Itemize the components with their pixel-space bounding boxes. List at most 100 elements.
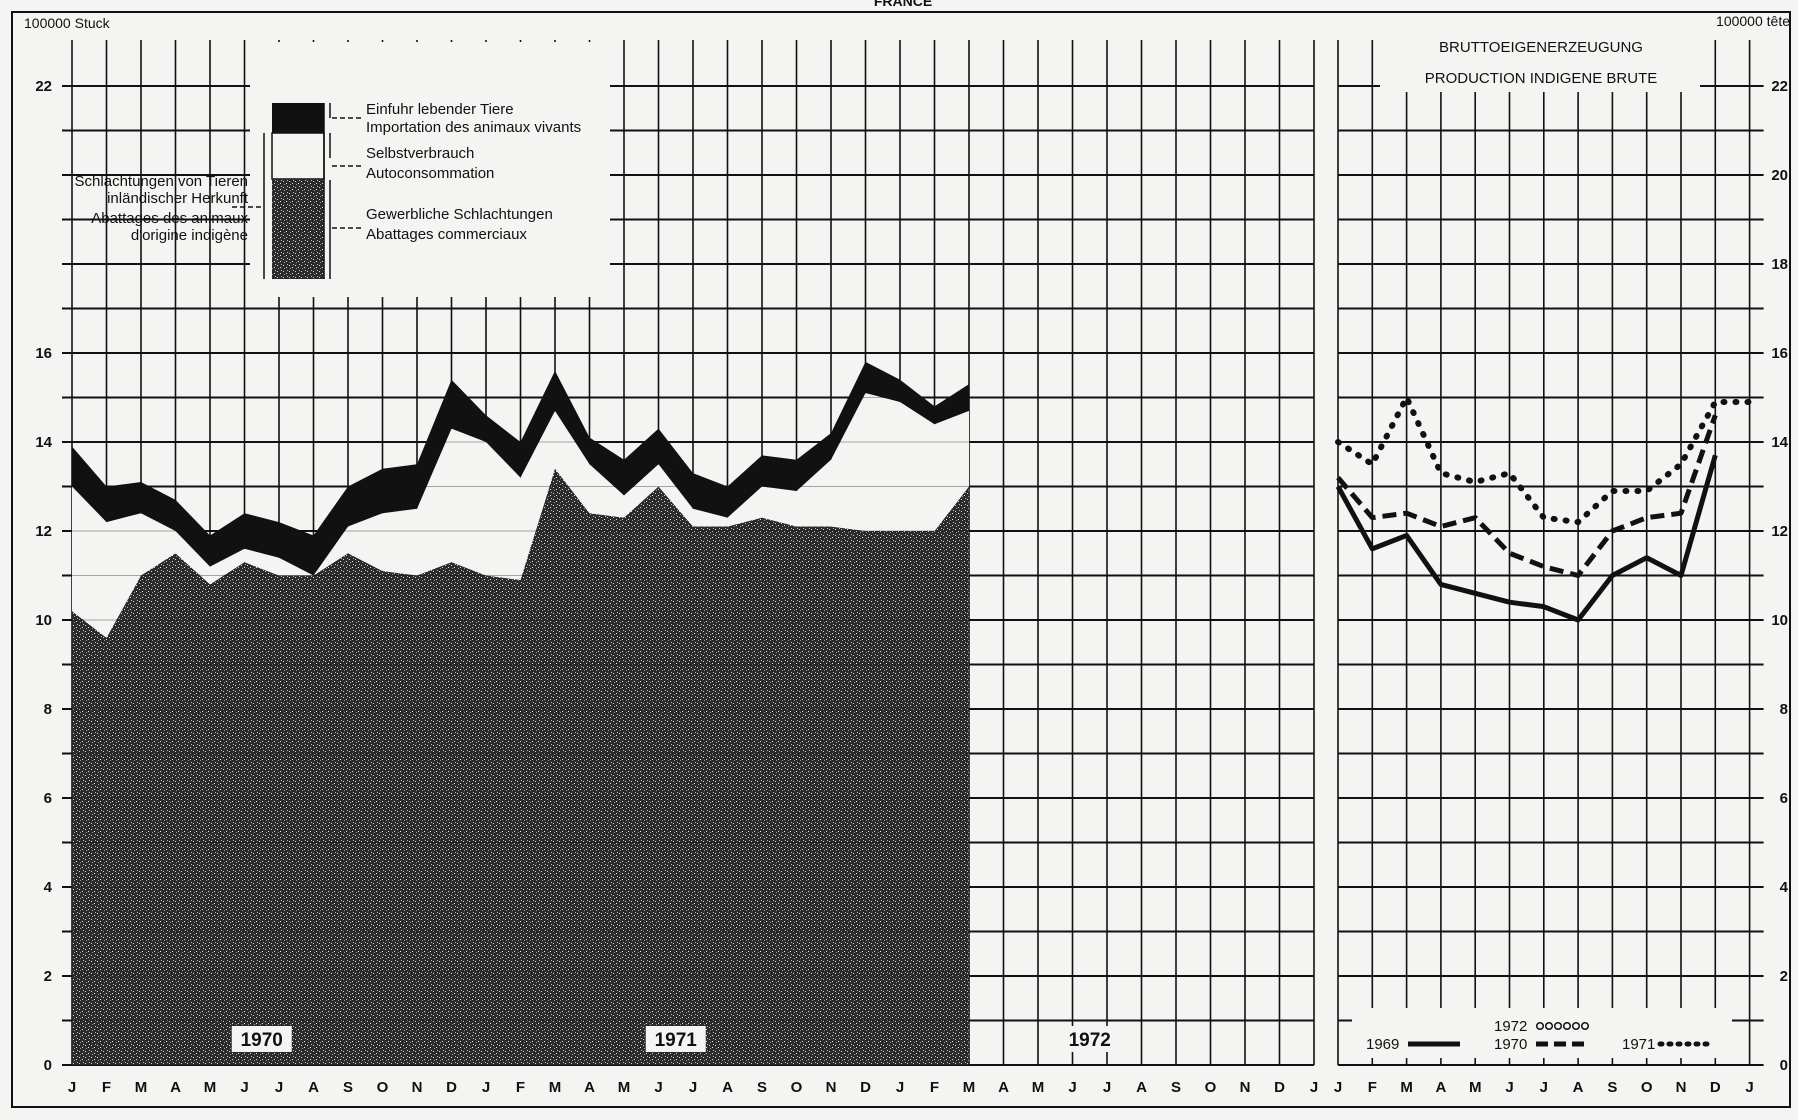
right-y-tick-label: 22 (1771, 78, 1788, 95)
right-y-tick-label: 20 (1771, 167, 1788, 184)
right-legend-1969-label: 1969 (1366, 1036, 1399, 1053)
legend-self-de: Selbstverbrauch (366, 145, 474, 162)
right-month-label: D (1710, 1079, 1721, 1096)
legend-import-de: Einfuhr lebender Tiere (366, 101, 514, 118)
right-title-de: BRUTTOEIGENERZEUGUNG (1439, 39, 1643, 56)
year-label: 1970 (241, 1030, 283, 1051)
right-y-tick-label: 10 (1771, 612, 1788, 629)
year-label-background (1059, 1026, 1120, 1052)
legend-brackets (263, 103, 331, 279)
chart-frame (11, 11, 1791, 1108)
main-month-label: J (482, 1079, 490, 1096)
main-y-tick-label: 4 (44, 879, 53, 896)
right-y-tick-label: 6 (1780, 790, 1788, 807)
main-y-tick-label: 10 (35, 612, 52, 629)
right-month-label: J (1334, 1079, 1342, 1096)
right-y-tick-label: 0 (1780, 1057, 1788, 1074)
left-unit-label: 100000 Stuck (24, 15, 111, 31)
legend-self-fr: Autoconsommation (366, 165, 494, 182)
legend-origin-line2: inländischer Herkunft (107, 190, 249, 207)
main-year-labels: 1970 1971 1972 (231, 1026, 1120, 1052)
main-month-label: J (1310, 1079, 1318, 1096)
right-month-label: O (1641, 1079, 1653, 1096)
main-y-ticks: 0 2 4 6 8 10 12 14 16 22 (35, 78, 52, 1074)
legend-import-swatch (272, 103, 324, 133)
right-unit-label: 100000 tête (1716, 13, 1790, 29)
main-month-label: A (998, 1079, 1009, 1096)
main-month-label: F (930, 1079, 939, 1096)
main-y-tick-label: 16 (35, 345, 52, 362)
right-legend-1972-swatch (1535, 1021, 1590, 1031)
main-y-tick-label: 0 (44, 1057, 52, 1074)
main-stacked-areas (72, 85, 1314, 1066)
year-label-background (231, 1026, 292, 1052)
main-month-label: O (791, 1079, 803, 1096)
legend-origin-line1: Schlachtungen von Tieren (75, 173, 248, 190)
right-y-tick-label: 2 (1780, 968, 1788, 985)
right-month-label: N (1676, 1079, 1687, 1096)
self-consumption-area (72, 393, 969, 638)
right-y-tick-label: 16 (1771, 345, 1788, 362)
main-month-label: J (689, 1079, 697, 1096)
right-legend-1972-label: 1972 (1494, 1018, 1527, 1035)
main-month-label: J (68, 1079, 76, 1096)
right-panel-header: BRUTTOEIGENERZEUGUNG PRODUCTION INDIGENE… (1380, 32, 1700, 92)
series-line-1971 (1335, 394, 1753, 526)
main-month-label: O (1205, 1079, 1217, 1096)
main-y-tick-label: 6 (44, 790, 52, 807)
right-y-tick-label: 4 (1780, 879, 1789, 896)
right-y-tick-label: 8 (1780, 701, 1788, 718)
main-y-tick-label: 8 (44, 701, 52, 718)
legend-commercial-swatch (272, 179, 324, 279)
main-month-label: D (860, 1079, 871, 1096)
main-month-label: M (549, 1079, 562, 1096)
right-month-label: S (1607, 1079, 1617, 1096)
main-month-label: A (584, 1079, 595, 1096)
chart-title: FRANCE (874, 0, 932, 9)
ring-mark (1544, 1021, 1554, 1031)
main-y-tick-label: 14 (35, 434, 52, 451)
right-legend-background (1352, 1008, 1732, 1058)
right-legend: 1969 1970 1972 1971 (1352, 1008, 1732, 1058)
right-legend-1970-label: 1970 (1494, 1036, 1527, 1053)
main-month-label: A (170, 1079, 181, 1096)
main-month-label: F (516, 1079, 525, 1096)
main-month-label: J (654, 1079, 662, 1096)
ring-mark (1553, 1021, 1563, 1031)
main-month-label: O (377, 1079, 389, 1096)
right-month-label: J (1745, 1079, 1753, 1096)
right-title-background (1380, 32, 1700, 92)
main-month-label: S (343, 1079, 353, 1096)
year-label-background (645, 1026, 706, 1052)
legend-origin-line3: Abattages des animaux (91, 210, 248, 227)
right-month-label: A (1573, 1079, 1584, 1096)
main-y-tick-label: 2 (44, 968, 52, 985)
main-month-label: J (1068, 1079, 1076, 1096)
main-month-label: A (1136, 1079, 1147, 1096)
right-y-tick-label: 18 (1771, 256, 1788, 273)
right-month-label: A (1435, 1079, 1446, 1096)
main-month-label: J (240, 1079, 248, 1096)
main-month-label: M (135, 1079, 148, 1096)
main-month-label: N (1240, 1079, 1251, 1096)
series-line-1970 (1336, 414, 1718, 578)
legend-self-swatch (271, 132, 325, 180)
main-month-label: J (1103, 1079, 1111, 1096)
right-grid (1337, 40, 1764, 1066)
main-month-label: M (963, 1079, 976, 1096)
main-month-label: J (896, 1079, 904, 1096)
year-label: 1972 (1069, 1030, 1111, 1051)
ring-mark (1535, 1021, 1545, 1031)
main-month-label: N (826, 1079, 837, 1096)
commercial-slaughter-area (72, 468, 969, 1065)
main-month-label: N (412, 1079, 423, 1096)
right-month-label: F (1368, 1079, 1377, 1096)
right-y-tick-label: 12 (1771, 523, 1788, 540)
legend: Einfuhr lebender Tiere Importation des a… (75, 42, 610, 297)
main-month-label: M (1032, 1079, 1045, 1096)
legend-origin-line4: d'origine indigène (131, 227, 248, 244)
ring-mark (1562, 1021, 1572, 1031)
